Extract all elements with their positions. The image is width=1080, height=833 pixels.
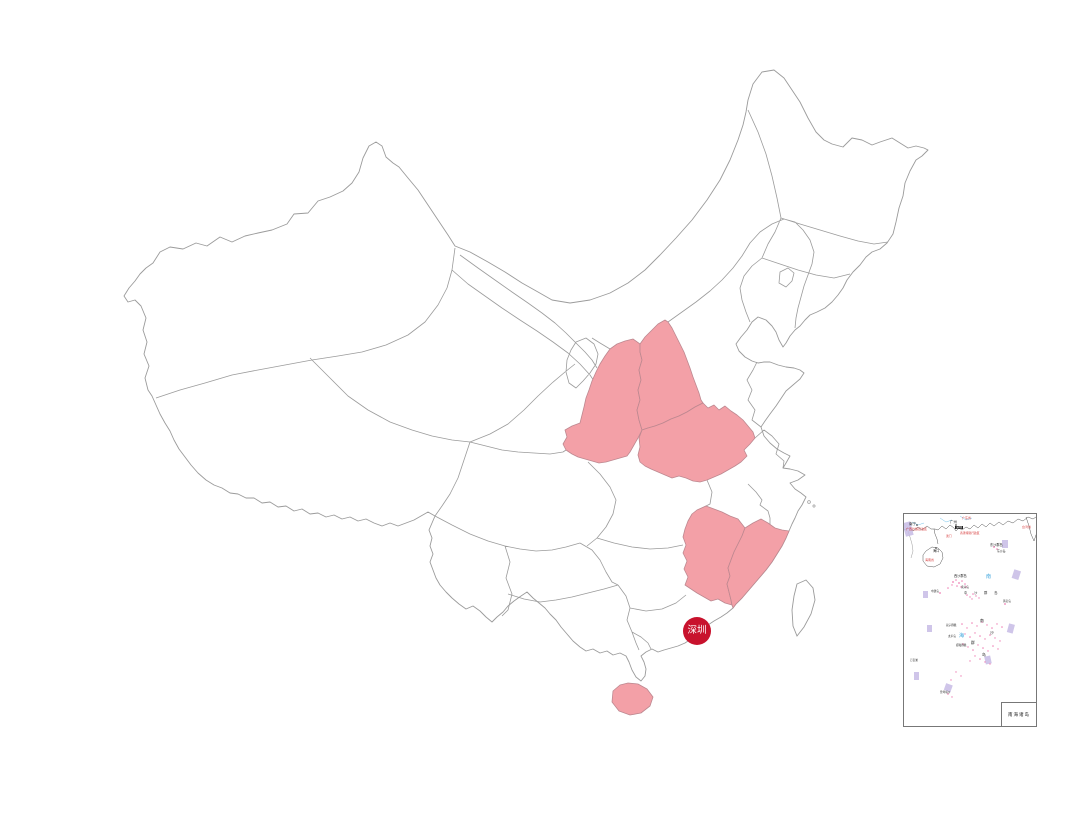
inset-label: 永兴岛 [961,586,969,589]
inset-label: 郑和群礁 [956,644,967,647]
inset-label: 万安滩 [910,659,918,662]
inset-label: 澳门 [946,534,952,538]
inset-city-dots [916,524,957,549]
region-jiangxi[interactable] [682,505,746,606]
inset-label: 中 沙 群 岛 [964,591,1001,595]
inset-label: 海口 [933,549,940,553]
inset-label: 群 [971,641,975,645]
inset-map-svg [904,515,1036,698]
inset-label: 广西壮族自治区 [906,527,928,531]
inset-label: 曾母暗沙 [940,691,951,694]
inset-label: 香港特别行政区 [960,531,980,535]
inset-coastline [904,516,1036,532]
inset-leizhou [933,528,939,545]
inset-label-layer: 南宁 广西壮族自治区 广州 广东省深圳香港特别行政区澳门 台湾省海口海南省 东沙群岛东沙岛… [904,514,1036,726]
inset-label: 中建岛 [931,590,939,593]
shenzhen-marker[interactable]: 深圳 [683,617,711,645]
inset-label: 太平岛 [948,635,956,638]
region-henan[interactable] [637,402,756,483]
inset-corner-box: 南海诸岛 [1001,702,1036,726]
inset-label: 双子群礁 [946,624,957,627]
coastal-islets [807,500,816,508]
inset-label: 沙 [990,631,994,635]
inset-corner-label: 南海诸岛 [1008,711,1030,717]
inset-label: 南宁 [909,522,916,526]
inset-label: 东沙群岛 [990,543,1003,547]
inset-label: 南 [980,619,984,623]
south-china-sea-inset: 南宁 广西壮族自治区 广州 广东省深圳香港特别行政区澳门 台湾省海口海南省 东沙群岛东沙岛… [903,513,1037,727]
taiwan-island [791,579,816,637]
inset-label: 广东省 [962,516,972,520]
province-borders [155,109,889,651]
highlighted-provinces [562,319,790,716]
inset-label: 岛 [982,653,986,657]
shenzhen-marker-label: 深圳 [687,625,707,637]
region-hainan[interactable] [611,682,654,716]
inset-label: 海 [959,633,965,639]
inset-label: 西沙群岛 [954,574,967,578]
inset-label: 台湾省 [1022,525,1032,529]
inset-label: 广州 [950,520,957,524]
region-fujian[interactable] [726,518,790,609]
inset-label: 深圳 [955,525,964,529]
inset-taiwan [1025,516,1036,542]
inset-label: 海南省 [925,558,935,562]
inset-label: 东沙岛 [997,549,1006,553]
inset-neighbor-patches [904,521,1022,693]
inset-label: 南 [986,574,992,580]
inset-island-dots [939,546,1006,698]
inset-label: 黄岩岛 [1003,600,1011,603]
inset-rivers [911,515,973,526]
